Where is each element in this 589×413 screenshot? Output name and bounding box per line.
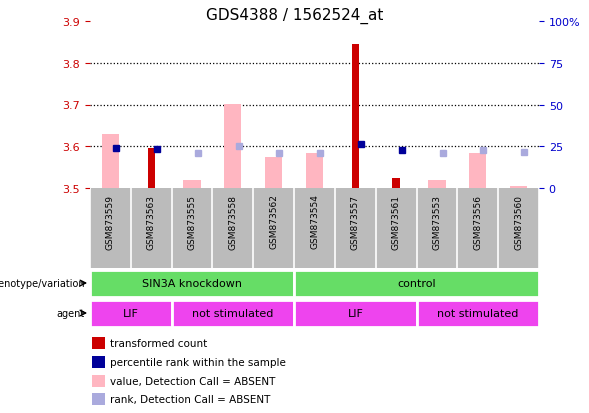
Text: GSM873557: GSM873557 <box>351 194 360 249</box>
Text: transformed count: transformed count <box>110 339 207 349</box>
Bar <box>265 157 282 189</box>
Bar <box>352 45 359 189</box>
Text: GSM873554: GSM873554 <box>310 194 319 249</box>
Bar <box>428 180 445 189</box>
Text: not stimulated: not stimulated <box>437 308 518 318</box>
Text: GSM873560: GSM873560 <box>514 194 523 249</box>
Text: GSM873558: GSM873558 <box>229 194 237 249</box>
Bar <box>92 356 105 368</box>
Text: GSM873559: GSM873559 <box>106 194 115 249</box>
Text: GDS4388 / 1562524_at: GDS4388 / 1562524_at <box>206 8 383 24</box>
Bar <box>148 149 155 189</box>
Text: GSM873562: GSM873562 <box>269 194 278 249</box>
Text: GSM873553: GSM873553 <box>432 194 441 249</box>
Text: percentile rank within the sample: percentile rank within the sample <box>110 357 286 367</box>
Bar <box>92 337 105 349</box>
Bar <box>90 270 294 297</box>
Text: genotype/variation: genotype/variation <box>0 278 85 288</box>
Text: value, Detection Call = ABSENT: value, Detection Call = ABSENT <box>110 376 276 386</box>
Text: GSM873561: GSM873561 <box>392 194 401 249</box>
Bar <box>224 105 241 189</box>
Bar <box>294 270 539 297</box>
Text: GSM873555: GSM873555 <box>187 194 197 249</box>
Bar <box>90 300 171 327</box>
Bar <box>392 178 400 189</box>
Text: LIF: LIF <box>348 308 363 318</box>
Bar <box>184 180 201 189</box>
Bar <box>92 375 105 387</box>
Text: GSM873556: GSM873556 <box>474 194 482 249</box>
Bar <box>92 394 105 406</box>
Bar <box>171 300 294 327</box>
Text: rank, Detection Call = ABSENT: rank, Detection Call = ABSENT <box>110 394 270 404</box>
Bar <box>294 300 416 327</box>
Text: not stimulated: not stimulated <box>192 308 273 318</box>
Text: GSM873563: GSM873563 <box>147 194 155 249</box>
Bar <box>416 300 539 327</box>
Text: agent: agent <box>57 308 85 318</box>
Text: LIF: LIF <box>123 308 139 318</box>
Text: SIN3A knockdown: SIN3A knockdown <box>142 278 242 288</box>
Bar <box>510 186 527 189</box>
Bar <box>102 134 119 189</box>
Bar <box>469 153 487 189</box>
Bar <box>306 153 323 189</box>
Text: control: control <box>397 278 436 288</box>
